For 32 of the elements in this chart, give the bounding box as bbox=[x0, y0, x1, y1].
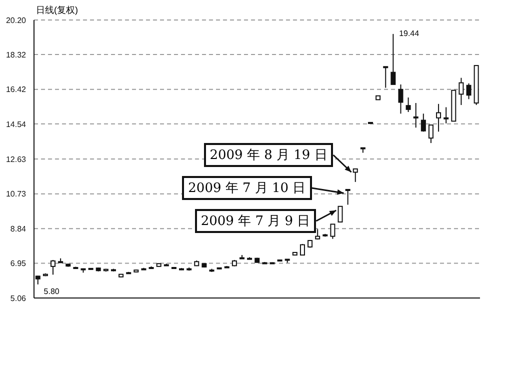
candlestick bbox=[436, 103, 442, 132]
candlestick bbox=[383, 66, 388, 88]
annotation: 2009 年 7 月 10 日 bbox=[182, 176, 312, 200]
candlestick bbox=[345, 188, 350, 206]
candlestick bbox=[330, 224, 336, 240]
y-tick-label: 14.54 bbox=[6, 120, 27, 129]
candlestick bbox=[390, 33, 396, 85]
candlestick bbox=[300, 244, 305, 256]
y-tick-label: 18.32 bbox=[6, 50, 27, 60]
candlestick bbox=[444, 106, 449, 124]
y-tick-label: 20.20 bbox=[6, 16, 27, 25]
y-tick-label: 5.06 bbox=[10, 294, 27, 303]
y-tick-label: 8.84 bbox=[10, 224, 27, 234]
y-tick-label: 6.95 bbox=[10, 259, 27, 268]
annotation: 19.44 bbox=[399, 29, 420, 38]
y-tick-label: 16.42 bbox=[6, 85, 27, 94]
annotation: 2009 年 8 月 19 日 bbox=[204, 143, 334, 167]
candlestick bbox=[428, 124, 434, 144]
annotation: 2009 年 7 月 9 日 bbox=[194, 209, 316, 233]
candlestick bbox=[398, 84, 404, 114]
candlestick bbox=[338, 206, 343, 222]
candlestick bbox=[50, 259, 56, 276]
y-tick-label: 10.73 bbox=[6, 190, 27, 199]
candlestick bbox=[406, 96, 411, 112]
candlestick bbox=[352, 168, 358, 182]
y-tick-label: 12.63 bbox=[6, 154, 27, 164]
candlestick bbox=[458, 77, 464, 106]
candlestick bbox=[413, 102, 418, 128]
annotation: 5.80 bbox=[44, 287, 60, 296]
candlestick bbox=[466, 82, 472, 100]
chart-title: 日线(复权) bbox=[36, 4, 78, 17]
candlestick bbox=[420, 113, 426, 132]
